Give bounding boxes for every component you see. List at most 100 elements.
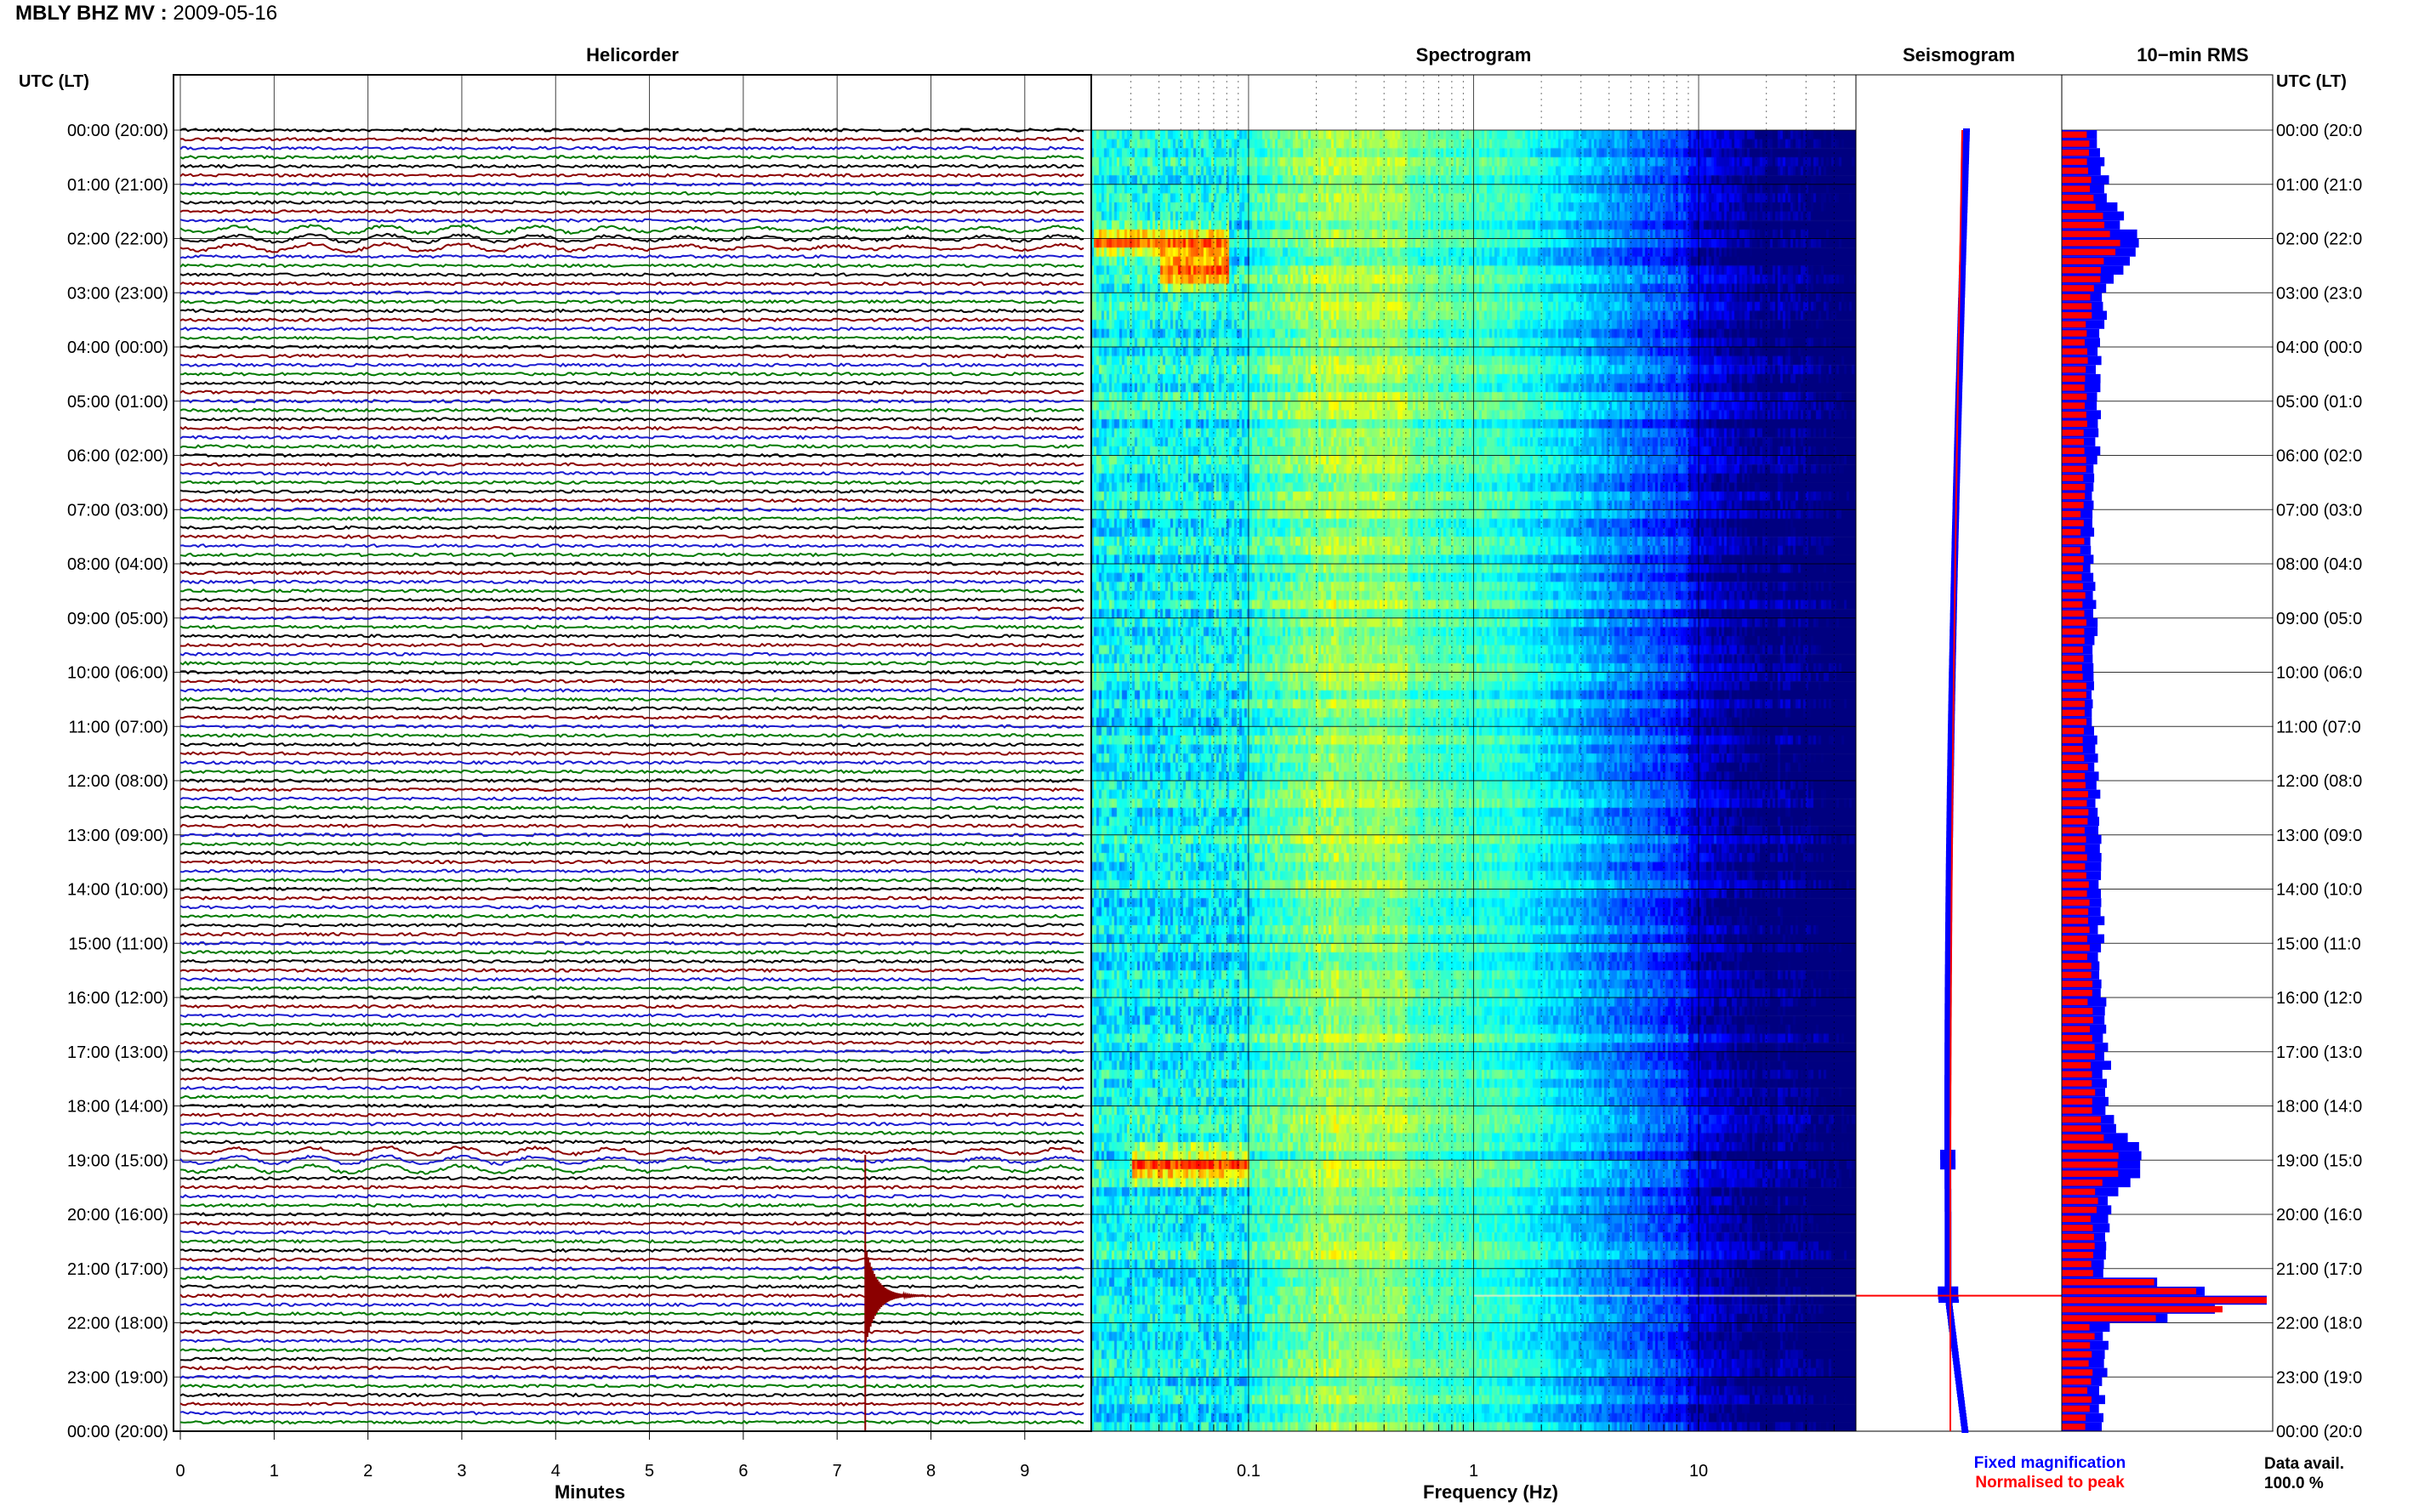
time-tick-label-right: 19:00 (15:0 bbox=[2276, 1151, 2362, 1170]
helicorder-trace bbox=[179, 1248, 1084, 1253]
rms-bar-normalised bbox=[2062, 1098, 2092, 1105]
helicorder-trace bbox=[179, 976, 1084, 982]
helicorder-trace bbox=[179, 1275, 1084, 1281]
time-tick-label-right: 09:00 (05:0 bbox=[2276, 610, 2362, 628]
helicorder-trace bbox=[179, 1302, 1084, 1308]
helicorder-trace bbox=[179, 1202, 1084, 1208]
minute-tick-label: 9 bbox=[1020, 1462, 1029, 1481]
rms-bar-normalised bbox=[2062, 357, 2088, 364]
rms-bar-normalised bbox=[2062, 1297, 2267, 1304]
rms-bar-normalised bbox=[2062, 736, 2083, 743]
rms-bar-normalised bbox=[2062, 565, 2083, 572]
helicorder-trace bbox=[179, 480, 1084, 486]
rms-bar-normalised bbox=[2062, 1125, 2102, 1132]
frequency-axis-label: Frequency (Hz) bbox=[1423, 1481, 1558, 1503]
rms-bar-normalised bbox=[2062, 836, 2086, 843]
rms-bar-normalised bbox=[2062, 338, 2085, 346]
helicorder-trace bbox=[179, 1013, 1084, 1019]
helicorder-trace bbox=[179, 253, 1084, 259]
seismogram-normalised-trace bbox=[1949, 129, 1963, 1431]
helicorder-trace bbox=[179, 516, 1084, 521]
rms-bar-normalised bbox=[2062, 691, 2086, 698]
helicorder-trace bbox=[179, 263, 1084, 269]
helicorder-trace bbox=[179, 497, 1084, 503]
rms-bar-normalised bbox=[2062, 1134, 2104, 1141]
rms-bar-normalised bbox=[2062, 547, 2080, 554]
helicorder-trace bbox=[179, 353, 1084, 359]
rms-bar-normalised bbox=[2062, 719, 2087, 725]
helicorder-trace bbox=[179, 1103, 1084, 1109]
helicorder-trace bbox=[179, 941, 1084, 946]
helicorder-trace bbox=[179, 1410, 1084, 1416]
helicorder-trace bbox=[179, 1112, 1084, 1117]
rms-bar-normalised bbox=[2062, 230, 2110, 237]
record-date: 2009-05-16 bbox=[173, 2, 278, 25]
time-tick-label-left: 19:00 (15:00) bbox=[67, 1151, 168, 1170]
time-tick-label-left: 23:00 (19:00) bbox=[67, 1368, 168, 1387]
rms-bar-normalised bbox=[2062, 1197, 2098, 1204]
helicorder-trace bbox=[179, 372, 1084, 377]
rms-bar-normalised bbox=[2062, 375, 2086, 382]
helicorder-trace bbox=[179, 407, 1084, 413]
chart-title: MBLY BHZ MV : 2009-05-16 bbox=[15, 2, 277, 26]
helicorder-trace bbox=[179, 1193, 1084, 1199]
time-tick-label-left: 00:00 (20:00) bbox=[67, 122, 168, 140]
minutes-axis-label: Minutes bbox=[555, 1481, 625, 1503]
helicorder-trace bbox=[179, 1311, 1084, 1316]
rms-bar-normalised bbox=[2062, 1360, 2089, 1367]
helicorder-trace bbox=[179, 534, 1084, 540]
helicorder-trace bbox=[179, 1284, 1084, 1289]
rms-bar-normalised bbox=[2062, 863, 2086, 870]
time-tick-label-left: 08:00 (04:00) bbox=[67, 555, 168, 574]
helicorder-trace bbox=[179, 145, 1084, 151]
rms-bar-normalised bbox=[2062, 303, 2092, 310]
time-tick-label-left: 06:00 (02:00) bbox=[67, 447, 168, 466]
helicorder-trace bbox=[179, 1265, 1084, 1271]
minute-tick-label: 1 bbox=[270, 1462, 279, 1481]
rms-bar-normalised bbox=[2062, 1305, 2223, 1313]
time-tick-label-right: 12:00 (08:0 bbox=[2276, 772, 2362, 791]
helicorder-trace bbox=[179, 958, 1084, 964]
time-tick-label-left: 04:00 (00:00) bbox=[67, 338, 168, 357]
rms-bar-normalised bbox=[2062, 709, 2085, 717]
rms-bar-normalised bbox=[2062, 674, 2083, 680]
rms-bar-normalised bbox=[2062, 1333, 2095, 1340]
time-tick-label-right: 08:00 (04:0 bbox=[2276, 555, 2362, 574]
helicorder-trace bbox=[179, 552, 1084, 558]
frequency-tick-label: 10 bbox=[1689, 1462, 1708, 1481]
minute-tick-label: 3 bbox=[457, 1462, 466, 1481]
rms-bar-normalised bbox=[2062, 637, 2085, 645]
helicorder-trace bbox=[179, 136, 1084, 142]
helicorder-trace bbox=[179, 1383, 1084, 1389]
helicorder-trace bbox=[179, 1401, 1084, 1407]
event-waveform bbox=[864, 1244, 926, 1344]
rms-bar-normalised bbox=[2062, 646, 2083, 653]
rms-bar-normalised bbox=[2062, 1161, 2118, 1168]
helicorder-trace bbox=[179, 841, 1084, 847]
helicorder-trace bbox=[179, 223, 1084, 236]
time-tick-label-left: 16:00 (12:00) bbox=[67, 989, 168, 1008]
rms-bar-normalised bbox=[2062, 176, 2092, 184]
rms-bar-normalised bbox=[2062, 1369, 2093, 1376]
time-tick-label-left: 02:00 (22:00) bbox=[67, 230, 168, 249]
rms-frame bbox=[2061, 74, 2274, 1432]
helicorder-trace bbox=[179, 1392, 1084, 1398]
rms-bar-normalised bbox=[2062, 213, 2103, 219]
helicorder-trace bbox=[179, 163, 1084, 169]
helicorder-trace bbox=[179, 181, 1084, 187]
time-tick-label-right: 01:00 (21:0 bbox=[2276, 176, 2362, 195]
helicorder-trace bbox=[179, 1329, 1084, 1335]
rms-bar-normalised bbox=[2062, 872, 2086, 879]
helicorder-trace bbox=[179, 778, 1084, 783]
minute-tick-label: 6 bbox=[738, 1462, 748, 1481]
rms-bar-normalised bbox=[2062, 1043, 2095, 1051]
time-tick-label-left: 07:00 (03:00) bbox=[67, 501, 168, 520]
helicorder-trace bbox=[179, 986, 1084, 992]
rms-bar-normalised bbox=[2062, 944, 2090, 952]
helicorder-trace bbox=[179, 669, 1084, 675]
rms-bar-normalised bbox=[2062, 700, 2086, 708]
helicorder-trace bbox=[179, 232, 1084, 245]
time-tick-label-right: 13:00 (09:0 bbox=[2276, 827, 2362, 845]
helicorder-trace bbox=[179, 561, 1084, 566]
rms-bar-normalised bbox=[2062, 1233, 2094, 1241]
